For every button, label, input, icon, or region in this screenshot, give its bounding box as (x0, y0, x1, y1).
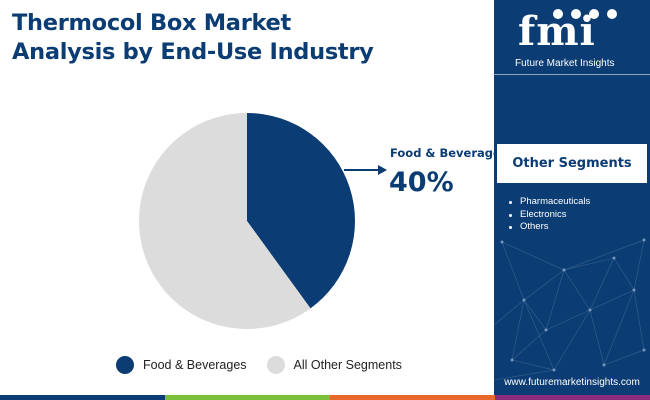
other-segments-header: Other Segments (497, 144, 647, 183)
callout-arrow (344, 165, 387, 175)
legend-swatch-food-beverages (116, 356, 134, 374)
pie-chart (138, 113, 387, 329)
logo-caption: Future Market Insights (515, 58, 615, 69)
sidebar: fmi Future Market Insights Other Segment… (494, 0, 650, 400)
chart-title: Thermocol Box Market Analysis by End-Use… (12, 9, 482, 67)
legend-item-food-beverages: Food & Beverages (116, 356, 247, 374)
pie-slice-all-other-segments (138, 113, 311, 329)
callout-value: 40% (389, 167, 454, 198)
chart-legend: Food & Beverages All Other Segments (116, 355, 422, 375)
pie-slices (138, 113, 355, 329)
bottom-color-strip (0, 395, 650, 400)
legend-swatch-all-other-segments (266, 356, 285, 374)
segment-item: Electronics (508, 209, 590, 222)
segment-item: Pharmaceuticals (508, 196, 590, 209)
chart-title-line-2: Analysis by End-Use Industry (12, 39, 374, 65)
other-segments-list: Pharmaceuticals Electronics Others (508, 196, 590, 234)
strip-segment-2 (165, 395, 330, 400)
legend-item-all-other-segments: All Other Segments (266, 356, 402, 374)
pie-slice-food-beverages (247, 113, 355, 309)
segment-item: Others (508, 221, 590, 234)
legend-label-all-other-segments: All Other Segments (293, 358, 402, 372)
strip-segment-1 (0, 395, 165, 400)
legend-label-food-beverages: Food & Beverages (143, 358, 247, 372)
other-segments-title: Other Segments (512, 156, 632, 171)
network-pattern (494, 238, 646, 380)
logo-icons (553, 9, 617, 19)
fmi-logo: fmi Future Market Insights (494, 0, 650, 75)
strip-segment-3 (330, 395, 495, 400)
callout-label: Food & Beverages (390, 146, 508, 160)
logo-wordmark: fmi (518, 8, 596, 55)
chart-title-line-1: Thermocol Box Market (12, 10, 291, 36)
strip-segment-4 (495, 395, 650, 400)
website-url[interactable]: www.futuremarketinsights.com (504, 377, 640, 388)
